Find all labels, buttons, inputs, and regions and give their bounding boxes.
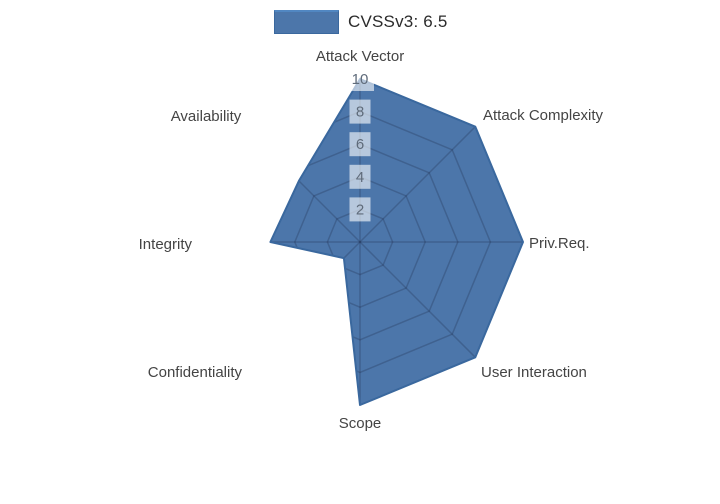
axis-label-priv-req-: Priv.Req. xyxy=(529,235,590,252)
grid-spoke xyxy=(359,241,476,358)
radar-grid xyxy=(270,79,523,405)
tick-label: 4 xyxy=(356,169,364,186)
tick-label-box xyxy=(349,99,371,124)
axis-label-scope: Scope xyxy=(339,415,382,432)
axis-labels: Attack Vector Attack Complexity Priv.Req. U… xyxy=(139,48,604,432)
axis-label-integrity: Integrity xyxy=(139,236,193,253)
tick-label: 10 xyxy=(352,71,369,88)
axis-label-confidentiality: Confidentiality xyxy=(148,364,243,381)
axis-label-availability: Availability xyxy=(171,108,242,125)
tick-label: 8 xyxy=(356,104,364,121)
legend: CVSSv3: 6.5 xyxy=(274,10,448,34)
tick-label: 2 xyxy=(356,201,364,218)
grid-spoke xyxy=(270,126,361,243)
legend-swatch-icon xyxy=(274,10,339,34)
tick-label: 6 xyxy=(356,136,364,153)
grid-spoke xyxy=(359,126,476,243)
radar-series-fill[interactable] xyxy=(270,79,523,405)
tick-label-box xyxy=(349,132,371,157)
tick-label-box xyxy=(346,67,374,91)
legend-label: CVSSv3: 6.5 xyxy=(348,12,448,31)
axis-label-user-interaction: User Interaction xyxy=(481,364,587,381)
grid-ring xyxy=(326,208,394,276)
axis-label-attack-complexity: Attack Complexity xyxy=(483,107,604,124)
grid-ring xyxy=(293,175,427,309)
legend-item-cvss[interactable]: CVSSv3: 6.5 xyxy=(274,10,448,34)
radar-series-outline xyxy=(269,78,524,406)
radial-tick-labels: 2 4 6 8 10 xyxy=(346,67,374,222)
tick-label-box xyxy=(349,197,371,222)
axis-label-attack-vector: Attack Vector xyxy=(316,48,404,65)
grid-ring xyxy=(270,110,492,374)
grid-spoke xyxy=(270,241,361,358)
tick-label-box xyxy=(349,164,371,189)
